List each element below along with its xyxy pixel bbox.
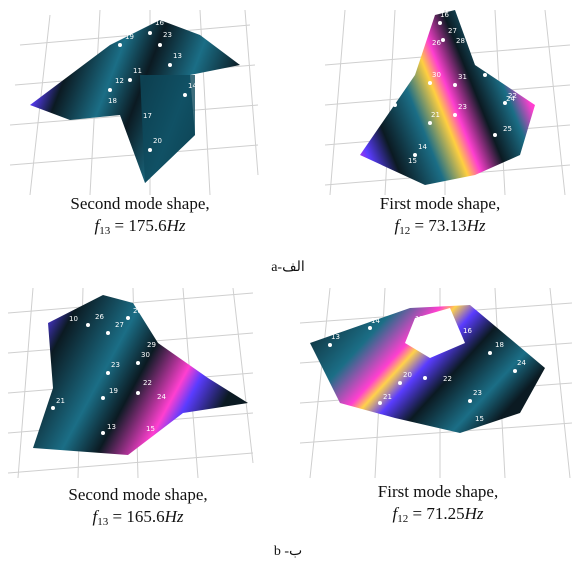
node-number-label: 13 [107,423,116,431]
node-number-label: 16 [463,327,472,335]
node-number-label: 25 [503,125,512,133]
frequency-subscript: 13 [99,225,111,237]
caption-a-second: Second mode shape, f13 = 175.6Hz [20,193,260,242]
node-number-label: 28 [456,37,465,45]
caption-text: Second mode shape, [68,485,208,504]
node-number-label: 15 [146,425,155,433]
caption-b-second: Second mode shape, f13 = 165.6Hz [18,484,258,533]
node-number-label: 31 [458,73,467,81]
frequency-unit: Hz [466,216,486,235]
node-number-label: 12 [115,77,124,85]
node-number-label: 23 [163,31,172,39]
node-number-label: 14 [371,317,380,325]
node-number-label: 16 [155,19,164,27]
node-number-label: 30 [432,71,441,79]
mode-plot-b-first: 13 14 15 16 18 24 21 20 23 15 22 [300,283,572,478]
node-number-label: 17 [143,112,152,120]
frequency-subscript: 12 [397,513,409,525]
node-number-label: 24 [517,359,526,367]
frequency-value: 73.13 [428,216,467,235]
node-number-label: 23 [111,361,120,369]
node-number-label: 11 [133,67,142,75]
node-number-label: 26 [432,39,441,47]
mode-plot-a-second: 16 23 11 12 13 14 20 19 18 17 [10,5,260,195]
frequency-subscript: 12 [399,225,411,237]
node-number-label: 23 [458,103,467,111]
node-number-label: 30 [141,351,150,359]
frequency-unit: Hz [464,504,484,523]
node-number-label: 24 [506,95,515,103]
node-number-label: 14 [188,82,197,90]
node-number-label: 24 [157,393,166,401]
node-number-label: 18 [108,97,117,105]
frequency-formula: f13 = 175.6Hz [94,216,186,237]
caption-b-first: First mode shape, f12 = 71.25Hz [318,481,558,530]
frequency-value: 71.25 [426,504,465,523]
node-number-label: 28 [133,307,142,315]
node-number-label: 19 [109,387,118,395]
mode-plot-b-second: 10 26 27 28 30 29 23 22 24 21 19 13 15 [8,283,258,478]
node-number-label: 32 [488,63,497,71]
node-number-label: 21 [431,111,440,119]
node-number-label: 13 [331,333,340,341]
frequency-unit: Hz [164,507,184,526]
caption-text: Second mode shape, [70,194,210,213]
frequency-formula: f12 = 71.25Hz [392,504,484,525]
node-number-label: 21 [56,397,65,405]
frequency-formula: f12 = 73.13Hz [394,216,486,237]
frequency-subscript: 13 [97,516,109,528]
node-number-label: 15 [475,415,484,423]
node-number-label: 15 [415,315,424,323]
node-number-label: 27 [115,321,124,329]
node-number-label: 10 [69,315,78,323]
frequency-value: 165.6 [126,507,165,526]
node-number-label: 27 [448,27,457,35]
caption-text: First mode shape, [379,194,501,213]
node-number-label: 14 [418,143,427,151]
node-number-label: 29 [147,341,156,349]
figure-label-a: a-الف [271,260,305,275]
figure-label-b: b -ب [273,544,303,559]
frequency-value: 175.6 [128,216,167,235]
node-number-label: 13 [173,52,182,60]
caption-a-first: First mode shape, f12 = 73.13Hz [320,193,560,242]
node-number-label: 21 [383,393,392,401]
caption-text: First mode shape, [377,482,499,501]
node-number-label: 22 [143,379,152,387]
frequency-formula: f13 = 165.6Hz [92,507,184,528]
node-number-label: 23 [473,389,482,397]
node-number-label: 16 [440,11,449,19]
node-number-label: 15 [408,157,417,165]
frequency-unit: Hz [166,216,186,235]
node-number-label: 22 [508,92,517,100]
node-number-label: 18 [495,341,504,349]
mode-plot-a-first: 16 27 28 26 30 31 32 22 23 24 21 25 14 15 [325,5,570,195]
node-number-label: 26 [95,313,104,321]
node-number-label: 19 [125,33,134,41]
node-number-label: 20 [153,137,162,145]
node-number-label: 22 [443,375,452,383]
node-number-label: 20 [403,371,412,379]
